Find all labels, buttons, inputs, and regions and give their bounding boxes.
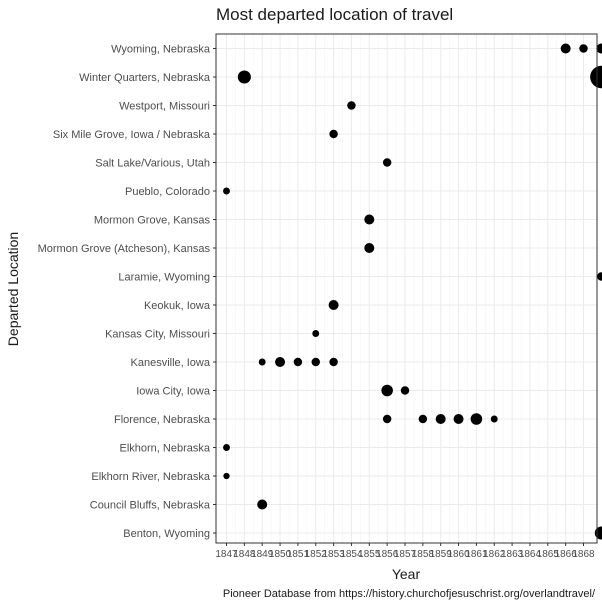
y-axis-ticks: Benton, Wyoming Council Bluffs, Nebraska E… xyxy=(38,44,216,540)
data-point xyxy=(237,70,251,84)
x-tick-label: 1864 xyxy=(519,549,542,560)
x-tick-label: 1854 xyxy=(340,549,363,560)
data-point xyxy=(329,357,338,367)
data-point xyxy=(258,358,266,366)
data-point xyxy=(597,272,602,281)
y-tick-label: Winter Quarters, Nebraska xyxy=(79,72,211,84)
grid-major-y xyxy=(216,48,597,534)
x-tick-label: 1860 xyxy=(447,549,470,560)
data-point xyxy=(560,43,571,54)
data-point xyxy=(312,330,320,337)
y-tick-label: Pueblo, Colorado xyxy=(125,186,210,198)
data-point xyxy=(223,444,230,451)
x-tick-label: 1853 xyxy=(322,549,345,560)
x-tick-label: 1850 xyxy=(269,549,292,560)
x-tick-label: 1866 xyxy=(555,549,578,560)
y-tick-label: Mormon Grove, Kansas xyxy=(94,215,211,227)
x-tick-label: 1856 xyxy=(376,549,399,560)
data-point xyxy=(435,414,446,424)
y-tick-label: Mormon Grove (Atcheson), Kansas xyxy=(38,243,211,255)
y-tick-label: Salt Lake/Various, Utah xyxy=(95,158,210,170)
grid-major-x xyxy=(226,34,584,543)
data-point xyxy=(329,129,338,139)
x-tick-label: 1863 xyxy=(501,549,524,560)
x-tick-label: 1861 xyxy=(465,549,488,560)
plot-border xyxy=(215,33,598,544)
x-axis-ticks: 1847184818491850185118521853185418551856… xyxy=(215,543,595,560)
y-tick-label: Council Bluffs, Nebraska xyxy=(90,500,211,512)
y-tick-label: Elkhorn, Nebraska xyxy=(120,443,211,455)
data-point xyxy=(382,414,392,424)
x-tick-label: 1868 xyxy=(572,549,595,560)
y-tick-label: Kansas City, Missouri xyxy=(105,329,210,341)
data-point xyxy=(579,44,588,53)
data-point xyxy=(418,414,428,424)
x-tick-label: 1851 xyxy=(287,549,310,560)
data-point xyxy=(364,214,375,225)
x-tick-label: 1858 xyxy=(412,549,435,560)
data-point xyxy=(347,101,356,110)
y-tick-label: Florence, Nebraska xyxy=(114,414,211,426)
y-tick-label: Iowa City, Iowa xyxy=(136,386,211,398)
data-point xyxy=(364,243,375,253)
data-point xyxy=(590,65,602,89)
plot-panel xyxy=(216,34,597,543)
data-point xyxy=(257,499,268,510)
data-point xyxy=(293,357,303,367)
x-tick-label: 1852 xyxy=(305,549,328,560)
x-tick-label: 1855 xyxy=(358,549,381,560)
data-point xyxy=(400,386,410,395)
caption: Pioneer Database from https://history.ch… xyxy=(223,588,596,600)
data-point xyxy=(596,43,602,54)
points-layer xyxy=(223,43,602,540)
data-point xyxy=(223,187,230,195)
y-tick-label: Laramie, Wyoming xyxy=(118,272,210,284)
y-axis-title: Departed Location xyxy=(5,232,21,346)
x-tick-label: 1865 xyxy=(537,549,560,560)
y-tick-label: Six Mile Grove, Iowa / Nebraska xyxy=(53,129,211,141)
data-point xyxy=(470,413,483,425)
y-tick-label: Kanesville, Iowa xyxy=(131,357,211,369)
data-point xyxy=(490,415,498,423)
x-tick-label: 1848 xyxy=(233,549,256,560)
y-tick-label: Westport, Missouri xyxy=(119,101,210,113)
data-point xyxy=(381,384,393,397)
data-point xyxy=(453,414,464,424)
y-tick-label: Wyoming, Nebraska xyxy=(111,44,211,56)
x-tick-label: 1849 xyxy=(251,549,274,560)
x-tick-label: 1847 xyxy=(215,549,238,560)
x-tick-label: 1857 xyxy=(394,549,417,560)
y-tick-label: Benton, Wyoming xyxy=(123,528,210,540)
x-tick-label: 1859 xyxy=(430,549,453,560)
data-point xyxy=(311,357,320,367)
y-tick-label: Keokuk, Iowa xyxy=(144,300,211,312)
y-tick-label: Elkhorn River, Nebraska xyxy=(91,471,210,483)
data-point xyxy=(328,300,339,310)
chart-title: Most departed location of travel xyxy=(216,5,453,24)
data-point xyxy=(223,472,230,480)
grid-minor-x xyxy=(235,34,575,543)
data-point xyxy=(275,357,286,367)
data-point xyxy=(382,158,392,167)
x-tick-label: 1862 xyxy=(483,549,506,560)
x-axis-title: Year xyxy=(392,566,421,582)
